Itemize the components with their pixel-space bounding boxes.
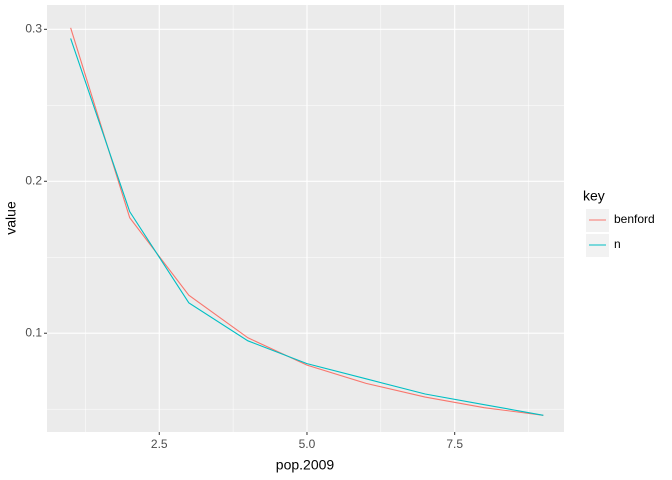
legend-label: benford <box>614 212 655 226</box>
x-tick-label: 5.0 <box>299 437 316 451</box>
x-axis-title: pop.2009 <box>276 457 335 473</box>
series-line <box>70 27 544 416</box>
panel <box>47 5 564 432</box>
series-line <box>70 38 544 416</box>
legend-title: key <box>583 188 605 204</box>
y-tick-label: 0.3 <box>25 21 42 35</box>
legend-label: n <box>614 237 621 251</box>
y-tick-label: 0.2 <box>25 173 42 187</box>
y-axis-title: value <box>3 201 19 235</box>
x-tick-label: 2.5 <box>151 437 168 451</box>
x-tick-label: 7.5 <box>446 437 463 451</box>
y-tick-label: 0.1 <box>25 325 42 339</box>
